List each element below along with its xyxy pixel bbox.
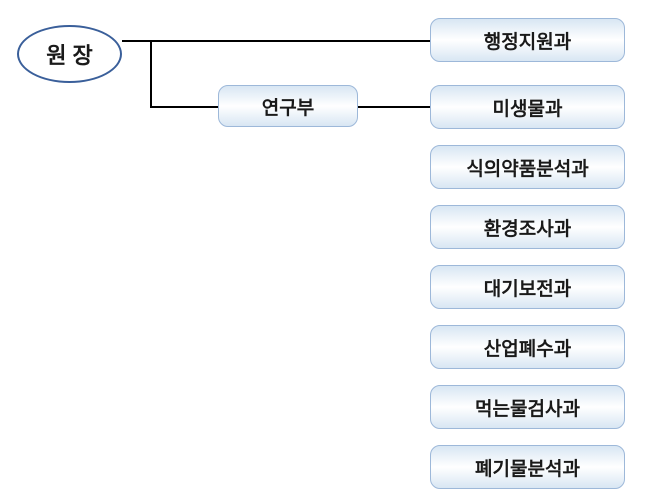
node-label: 연구부 — [262, 93, 314, 120]
edge-to-research — [150, 106, 218, 108]
root-label: 원 장 — [46, 38, 93, 70]
edge-root-down — [150, 40, 152, 106]
leaf-node: 환경조사과 — [430, 205, 625, 249]
edge-root-to-admin — [122, 40, 430, 42]
leaf-node: 폐기물분석과 — [430, 445, 625, 489]
leaf-node: 대기보전과 — [430, 265, 625, 309]
leaf-label: 행정지원과 — [484, 27, 571, 54]
leaf-label: 환경조사과 — [484, 214, 571, 241]
leaf-label: 대기보전과 — [484, 274, 571, 301]
leaf-node: 산업폐수과 — [430, 325, 625, 369]
leaf-label: 미생물과 — [493, 94, 563, 121]
leaf-label: 식의약품분석과 — [466, 154, 588, 181]
leaf-label: 산업폐수과 — [484, 334, 571, 361]
root-node-director: 원 장 — [17, 25, 122, 83]
leaf-node: 행정지원과 — [430, 18, 625, 62]
leaf-label: 먹는물검사과 — [475, 394, 580, 421]
leaf-node: 식의약품분석과 — [430, 145, 625, 189]
leaf-node: 먹는물검사과 — [430, 385, 625, 429]
node-research-dept: 연구부 — [218, 85, 358, 127]
edge-research-to-micro — [358, 106, 430, 108]
leaf-label: 폐기물분석과 — [475, 454, 580, 481]
leaf-node: 미생물과 — [430, 85, 625, 129]
